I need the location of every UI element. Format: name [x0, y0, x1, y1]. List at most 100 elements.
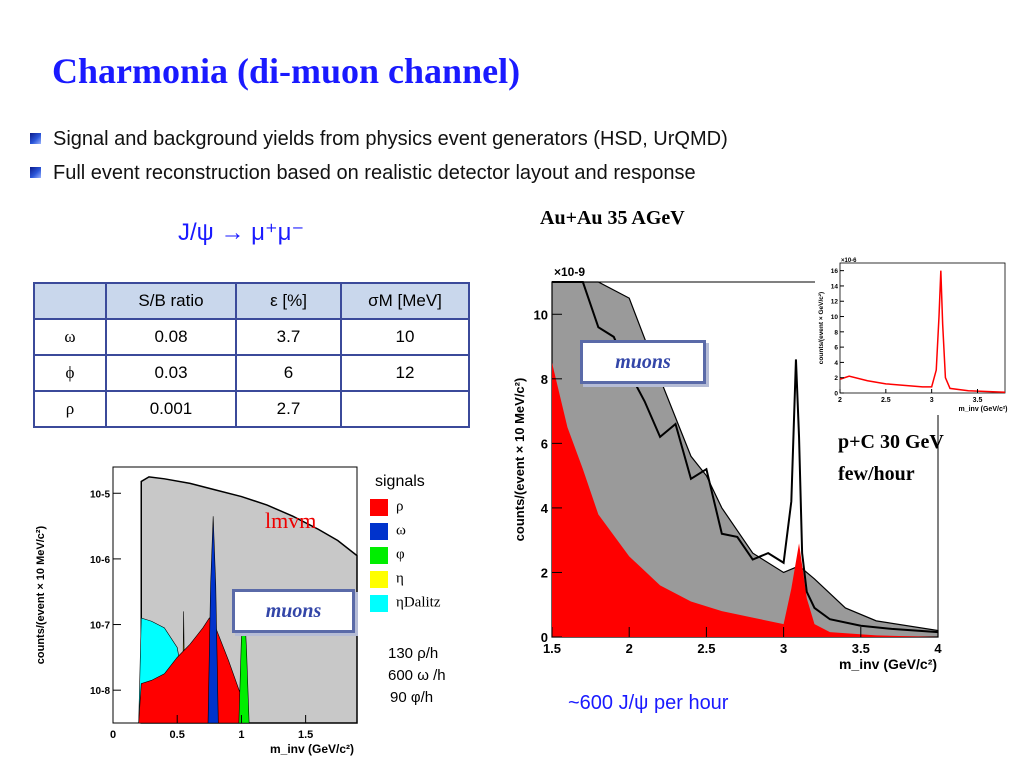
- y-tick-label: 10-7: [90, 621, 110, 632]
- x-tick-label: 1.5: [543, 641, 561, 656]
- rate-omega: 600 ω /h: [388, 667, 446, 684]
- x-tick-label: 2.5: [881, 397, 891, 404]
- y-axis-label: counts/(event × 10 MeV/c²): [512, 378, 527, 542]
- y-multiplier: ×10-6: [841, 258, 857, 264]
- rate-rho: 130 ρ/h: [388, 645, 439, 662]
- pc-line: [839, 270, 1006, 393]
- table-row: ϕ 0.03 6 12: [33, 354, 470, 392]
- legend-item: ηDalitz: [370, 594, 480, 613]
- table-cell: 0.08: [105, 318, 237, 356]
- bullet-square-icon: [30, 167, 41, 178]
- table-header-row: S/B ratio ε [%] σM [MeV]: [33, 282, 470, 320]
- bullet-1-text: Signal and background yields from physic…: [53, 128, 728, 150]
- x-tick-label: 2: [838, 397, 842, 404]
- jpsi-rate: ~600 J/ψ per hour: [568, 692, 729, 714]
- legend-label: ω: [396, 522, 406, 539]
- muons-box-left: muons: [232, 589, 355, 633]
- y-tick-label: 6: [541, 436, 548, 451]
- x-tick-label: 3: [780, 641, 787, 656]
- table-cell: 0.001: [105, 390, 237, 428]
- x-axis-label: m_inv (GeV/c²): [839, 656, 937, 672]
- table-header-cell: S/B ratio: [105, 282, 237, 320]
- series-area-ω: [207, 516, 219, 724]
- pc-label-2: few/hour: [838, 463, 915, 485]
- legend-label: η: [396, 570, 404, 587]
- x-axis-label: m_inv (GeV/c²): [270, 742, 354, 756]
- yields-table: S/B ratio ε [%] σM [MeV] ω 0.08 3.7 10 ϕ…: [33, 282, 470, 428]
- signal-area: [552, 362, 938, 637]
- x-tick-label: 2.5: [697, 641, 715, 656]
- y-tick-label: 10-8: [90, 686, 110, 697]
- legend-label: ρ: [396, 498, 404, 515]
- legend-item: φ: [370, 546, 480, 565]
- legend-swatch: [370, 522, 388, 540]
- y-tick-label: 12: [831, 299, 839, 306]
- legend-title: signals: [375, 473, 425, 490]
- y-tick-label: 0: [834, 391, 838, 398]
- pc-label-1: p+C 30 GeV: [838, 431, 944, 453]
- table-cell: 10: [340, 318, 470, 356]
- legend-swatch: [370, 498, 388, 516]
- bullet-2-text: Full event reconstruction based on reali…: [53, 162, 696, 184]
- bullet-2: Full event reconstruction based on reali…: [30, 162, 696, 185]
- x-tick-label: 1.5: [298, 729, 313, 741]
- y-tick-label: 10-6: [90, 555, 110, 566]
- y-tick-label: 10: [534, 307, 548, 322]
- x-tick-label: 2: [626, 641, 633, 656]
- y-tick-label: 8: [834, 329, 838, 336]
- x-tick-label: 3.5: [973, 397, 983, 404]
- legend-swatch: [370, 546, 388, 564]
- decay-label: J/ψ → μ⁺μ⁻: [178, 219, 305, 246]
- legend-label: φ: [396, 546, 405, 563]
- table-cell: 3.7: [235, 318, 342, 356]
- y-tick-label: 16: [831, 268, 839, 275]
- table-header-cell: ε [%]: [235, 282, 342, 320]
- table-cell: 6: [235, 354, 342, 392]
- table-cell: [340, 390, 470, 428]
- lmvm-label: lmvm: [265, 508, 317, 533]
- system-label: Au+Au 35 AGeV: [540, 207, 685, 229]
- y-tick-label: 6: [834, 345, 838, 352]
- bullet-1: Signal and background yields from physic…: [30, 128, 728, 151]
- table-cell: 2.7: [235, 390, 342, 428]
- y-tick-label: 2: [541, 565, 548, 580]
- legend-item: η: [370, 570, 480, 589]
- table-cell: ρ: [33, 390, 107, 428]
- table-cell: ϕ: [33, 354, 107, 392]
- x-tick-label: 4: [934, 641, 942, 656]
- x-tick-label: 1: [238, 729, 244, 741]
- y-axis-label: counts/(event × 10 MeV/c²): [35, 525, 47, 664]
- table-row: ρ 0.001 2.7: [33, 390, 470, 428]
- table-row: ω 0.08 3.7 10: [33, 318, 470, 356]
- y-tick-label: 0: [541, 630, 548, 645]
- table-header-cell: [33, 282, 107, 320]
- page-title: Charmonia (di-muon channel): [52, 51, 521, 91]
- plot-frame: [839, 262, 1006, 394]
- table-cell: ω: [33, 318, 107, 356]
- rate-phi: 90 φ/h: [390, 689, 434, 706]
- bullet-square-icon: [30, 133, 41, 144]
- y-tick-label: 4: [541, 501, 549, 516]
- muons-box-right: muons: [580, 340, 706, 384]
- y-tick-label: 8: [541, 372, 548, 387]
- y-tick-label: 10: [831, 314, 839, 321]
- y-tick-label: 10-5: [90, 489, 110, 500]
- y-axis-label: counts/(event × GeV/c²): [818, 292, 825, 364]
- x-axis-label: m_inv (GeV/c²): [958, 406, 1007, 413]
- legend-swatch: [370, 570, 388, 588]
- table-cell: 12: [340, 354, 470, 392]
- table-header-cell: σM [MeV]: [340, 282, 470, 320]
- legend-label: ηDalitz: [396, 594, 441, 611]
- legend-item: ρ: [370, 498, 480, 517]
- y-tick-label: 2: [834, 375, 838, 382]
- legend-swatch: [370, 594, 388, 612]
- y-tick-label: 14: [831, 283, 839, 290]
- x-tick-label: 3: [930, 397, 934, 404]
- y-tick-label: 4: [834, 360, 838, 367]
- legend-item: ω: [370, 522, 480, 541]
- x-tick-label: 0.5: [170, 729, 185, 741]
- x-tick-label: 3.5: [852, 641, 870, 656]
- x-tick-label: 0: [110, 729, 116, 741]
- table-cell: 0.03: [105, 354, 237, 392]
